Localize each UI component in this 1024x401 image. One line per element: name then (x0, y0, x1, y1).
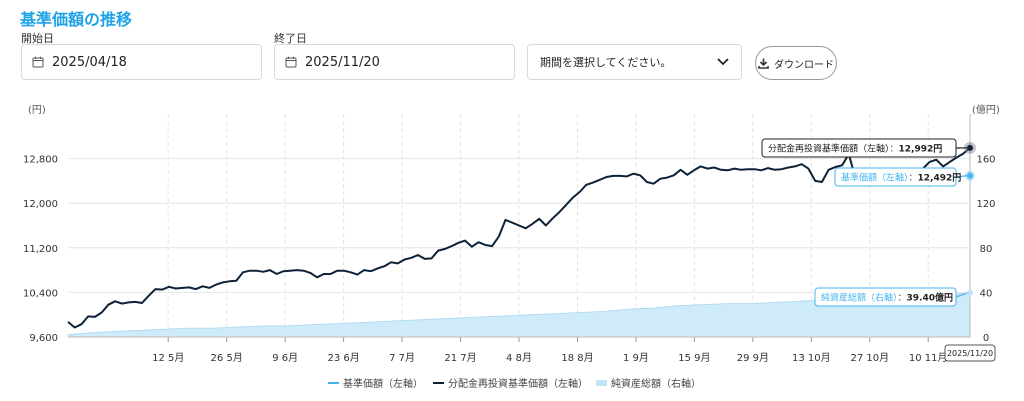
start-date-label: 開始日 (21, 32, 54, 45)
tooltip-label: 純資産総額（右軸） (821, 292, 898, 304)
x-tick-label: 18 8月 (561, 352, 593, 364)
x-tick-label: 9 6月 (272, 352, 298, 364)
download-label: ダウンロード (774, 59, 834, 71)
calendar-icon (285, 56, 297, 68)
left-tick-label: 12,000 (23, 199, 58, 210)
right-tick-label: 160 (976, 155, 995, 166)
tooltip-box (814, 287, 957, 307)
reinvested-nav-marker (967, 144, 973, 151)
end-date-value: 2025/11/20 (305, 54, 380, 70)
left-tick-label: 9,600 (29, 333, 58, 344)
tooltip-connector (955, 175, 968, 178)
x-tick-label: 7 7月 (389, 352, 415, 364)
x-tick-label: 15 9月 (678, 352, 710, 364)
date-flag-box (944, 344, 996, 362)
tooltip-text: 基準価額（左軸）：12,492円 (841, 172, 961, 184)
net-assets-area (67, 292, 971, 338)
x-tick-label: 27 10月 (850, 352, 889, 364)
start-date-value: 2025/04/18 (52, 54, 127, 70)
nav-marker-halo (965, 170, 975, 181)
legend-item-label: 基準価額（左軸） (343, 377, 423, 390)
period-select-value: 期間を選択してください。 (540, 56, 672, 69)
reinvested-nav-line (67, 147, 971, 329)
end-date-label: 終了日 (274, 32, 307, 45)
end-date-field[interactable]: 2025/11/20 (274, 44, 515, 80)
x-tick-label: 13 10月 (792, 352, 831, 364)
left-tick-label: 12,800 (23, 155, 58, 166)
nav-marker (967, 172, 973, 179)
right-tick-label: 0 (983, 333, 989, 344)
tooltip-connector (955, 292, 968, 298)
period-select[interactable]: 期間を選択してください。 (527, 44, 742, 80)
download-icon (758, 58, 769, 69)
tooltip-value: 12,492円 (918, 173, 962, 184)
tooltip-value: 12,992円 (899, 144, 943, 155)
net-assets-marker (967, 290, 973, 297)
x-tick-label: 23 6月 (327, 352, 359, 364)
tooltip-text: 純資産総額（右軸）：39.40億円 (821, 292, 953, 304)
x-tick-label: 10 11月 (909, 352, 948, 364)
tooltip-colon: ： (909, 174, 918, 184)
tooltip-label: 基準価額（左軸） (841, 172, 909, 184)
reinvested-nav-marker-halo (964, 141, 976, 154)
legend-item-label: 分配金再投資基準価額（左軸） (448, 377, 588, 390)
right-tick-label: 40 (980, 288, 993, 299)
start-date-field[interactable]: 2025/04/18 (21, 44, 262, 80)
chevron-down-icon (717, 58, 729, 66)
left-tick-label: 11,200 (23, 244, 58, 255)
date-flag: 2025/11/20 (947, 349, 993, 358)
page-title: 基準価額の推移 (20, 10, 133, 29)
tooltip-box (834, 167, 957, 187)
left-tick-label: 10,400 (23, 288, 58, 299)
x-tick-label: 29 9月 (737, 352, 769, 364)
tooltip-label: 分配金再投資基準価額（左軸） (768, 143, 890, 155)
right-tick-label: 80 (980, 244, 993, 255)
tooltip-value: 39.40億円 (907, 292, 953, 304)
tooltip-colon: ： (890, 145, 899, 155)
x-tick-label: 1 9月 (623, 352, 649, 364)
legend-item-label: 純資産総額（右軸） (611, 377, 701, 390)
right-axis-unit: (億円) (972, 103, 1000, 116)
x-tick-label: 12 5月 (152, 352, 184, 364)
right-tick-label: 120 (976, 199, 995, 210)
left-axis-unit: (円) (28, 105, 46, 116)
tooltip-colon: ： (898, 294, 907, 304)
x-tick-label: 4 8月 (506, 352, 532, 364)
x-tick-label: 26 5月 (211, 352, 243, 364)
tooltip-text: 分配金再投資基準価額（左軸）：12,992円 (768, 143, 942, 155)
tooltip-box (761, 138, 957, 158)
download-button[interactable]: ダウンロード (755, 46, 837, 80)
x-tick-label: 21 7月 (444, 352, 476, 364)
calendar-icon (32, 56, 44, 68)
